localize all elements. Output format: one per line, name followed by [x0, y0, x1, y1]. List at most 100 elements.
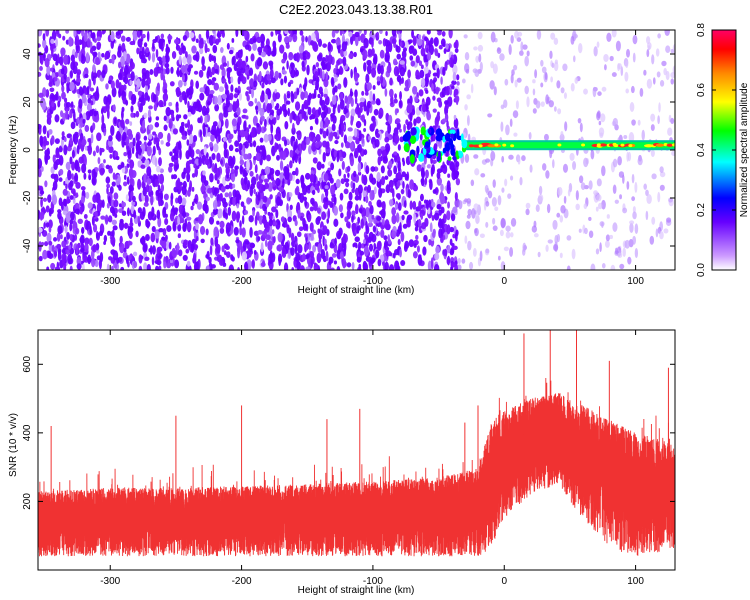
- heatmap-cell: [372, 225, 377, 233]
- heatmap-cell: [356, 225, 360, 234]
- heatmap-cell: [260, 115, 265, 122]
- heatmap-cell: [223, 243, 229, 250]
- heatmap-cell: [105, 164, 110, 170]
- heatmap-cell: [513, 132, 518, 137]
- heatmap-cell: [39, 66, 43, 71]
- heatmap-cell: [567, 189, 571, 197]
- heatmap-cell: [185, 164, 191, 175]
- heatmap-cell: [391, 30, 397, 37]
- heatmap-cell: [213, 55, 217, 64]
- heatmap-cell: [229, 183, 234, 190]
- heatmap-cell: [319, 120, 324, 129]
- heatmap-cell: [299, 192, 305, 204]
- heatmap-cell: [135, 143, 140, 155]
- heatmap-cell: [436, 67, 440, 79]
- heatmap-cell: [436, 203, 442, 210]
- heatmap-cell: [510, 34, 514, 44]
- heatmap-cell: [646, 49, 650, 58]
- heatmap-cell: [419, 69, 425, 79]
- heatmap-cell: [322, 70, 325, 80]
- spectrogram-signal-band: [402, 126, 675, 164]
- heatmap-cell: [126, 128, 133, 137]
- heatmap-cell: [299, 87, 303, 93]
- heatmap-cell: [631, 119, 636, 126]
- heatmap-cell: [239, 166, 244, 172]
- heatmap-cell: [409, 179, 415, 191]
- heatmap-cell: [225, 98, 231, 108]
- heatmap-cell: [339, 156, 344, 162]
- heatmap-cell: [231, 56, 235, 66]
- heatmap-cell: [287, 216, 292, 223]
- heatmap-cell: [241, 76, 247, 85]
- heatmap-cell: [373, 108, 379, 116]
- signal-onset-blob: [404, 132, 411, 141]
- heatmap-cell: [286, 191, 290, 202]
- heatmap-cell: [73, 190, 76, 196]
- heatmap-cell: [129, 159, 135, 170]
- heatmap-cell: [223, 110, 229, 118]
- heatmap-cell: [60, 47, 66, 56]
- heatmap-cell: [361, 90, 365, 96]
- heatmap-cell: [270, 123, 274, 134]
- heatmap-cell: [178, 55, 182, 65]
- heatmap-cell: [212, 44, 218, 54]
- heatmap-cell: [619, 263, 625, 270]
- heatmap-cell: [277, 220, 281, 225]
- heatmap-cell: [273, 117, 277, 124]
- heatmap-cell: [338, 242, 343, 250]
- heatmap-cell: [592, 86, 597, 98]
- heatmap-cell: [275, 30, 278, 36]
- heatmap-cell: [190, 243, 195, 251]
- heatmap-cell: [399, 30, 403, 34]
- heatmap-cell: [538, 185, 543, 195]
- heatmap-cell: [127, 149, 132, 160]
- heatmap-cell: [657, 191, 661, 203]
- heatmap-cell: [231, 118, 237, 127]
- heatmap-cell: [325, 96, 330, 104]
- heatmap-cell: [224, 192, 229, 198]
- heatmap-cell: [123, 151, 128, 157]
- heatmap-cell: [71, 173, 74, 180]
- heatmap-cell: [447, 244, 451, 254]
- heatmap-cell: [346, 209, 352, 220]
- heatmap-cell: [394, 108, 398, 116]
- heatmap-cell: [461, 78, 466, 84]
- heatmap-cell: [396, 122, 401, 130]
- heatmap-cell: [552, 219, 558, 230]
- heatmap-cell: [595, 206, 599, 212]
- heatmap-cell: [243, 130, 248, 137]
- heatmap-cell: [464, 52, 470, 61]
- heatmap-cell: [321, 163, 325, 169]
- heatmap-cell: [69, 156, 73, 165]
- heatmap-cell: [578, 228, 582, 233]
- heatmap-cell: [256, 59, 262, 67]
- heatmap-cell: [362, 239, 366, 245]
- heatmap-cell: [412, 184, 419, 192]
- heatmap-cell: [127, 240, 131, 246]
- heatmap-cell: [478, 53, 482, 63]
- heatmap-cell: [200, 238, 205, 244]
- heatmap-cell: [191, 45, 197, 54]
- heatmap-cell: [634, 247, 639, 259]
- heatmap-cell: [363, 104, 367, 112]
- heatmap-cell: [655, 228, 659, 238]
- heatmap-cell: [158, 197, 161, 207]
- heatmap-cell: [121, 106, 125, 113]
- heatmap-cell: [330, 38, 337, 44]
- heatmap-cell: [144, 194, 149, 204]
- heatmap-cell: [88, 175, 92, 181]
- heatmap-cell: [166, 225, 172, 233]
- heatmap-cell: [264, 93, 269, 105]
- heatmap-cell: [194, 167, 199, 178]
- heatmap-cell: [159, 168, 164, 174]
- heatmap-cell: [242, 108, 248, 114]
- heatmap-cell: [323, 78, 329, 88]
- heatmap-cell: [521, 155, 526, 162]
- heatmap-cell: [534, 69, 538, 79]
- heatmap-cell: [273, 236, 276, 243]
- heatmap-cell: [380, 208, 386, 219]
- heatmap-cell: [198, 38, 204, 50]
- heatmap-cell: [111, 87, 117, 98]
